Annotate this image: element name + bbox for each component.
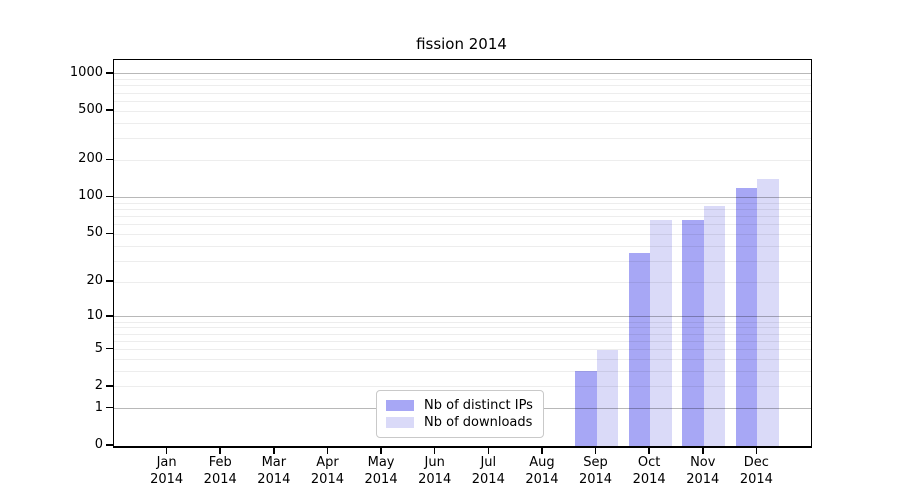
gridline (114, 122, 811, 124)
x-tick-label: Dec 2014 (739, 455, 773, 487)
legend-label-downloads: Nb of downloads (424, 415, 533, 430)
gridline (114, 100, 811, 102)
y-tick-label: 20 (86, 273, 103, 289)
gridline (114, 79, 811, 81)
gridline (114, 245, 811, 247)
gridline (114, 92, 811, 94)
gridline (114, 358, 811, 360)
legend-row-downloads: Nb of downloads (386, 414, 534, 431)
gridline (114, 340, 811, 342)
y-tick-label: 1 (94, 399, 103, 415)
y-axis-tick (106, 232, 113, 234)
bar-distinct-ips-sep (575, 371, 597, 446)
gridline (114, 73, 811, 75)
gridline (114, 202, 811, 204)
gridline (114, 316, 811, 318)
legend: Nb of distinct IPs Nb of downloads (376, 390, 544, 438)
x-axis-tick (433, 447, 436, 454)
y-tick-label: 100 (78, 188, 103, 204)
y-tick-label: 2 (94, 377, 103, 393)
bar-downloads-oct (650, 220, 672, 446)
gridline (114, 138, 811, 140)
x-axis-tick (326, 447, 329, 454)
y-axis-tick (106, 158, 113, 161)
gridline (114, 208, 811, 210)
x-tick-label: May 2014 (364, 455, 398, 487)
x-tick-label: Mar 2014 (257, 455, 291, 487)
x-tick-label: Jun 2014 (418, 455, 452, 487)
gridline (114, 370, 811, 372)
bar-distinct-ips-nov (682, 220, 704, 446)
x-axis-tick (380, 447, 382, 454)
x-axis-tick (273, 447, 275, 454)
gridline (114, 224, 811, 226)
y-axis-tick (106, 347, 113, 350)
y-tick-label: 50 (86, 225, 103, 241)
y-tick-label: 200 (78, 151, 103, 167)
y-axis-tick (106, 444, 113, 446)
x-tick-label: Oct 2014 (632, 455, 666, 487)
gridline (114, 110, 811, 112)
x-axis-tick (487, 447, 490, 454)
x-tick-label: Feb 2014 (203, 455, 237, 487)
y-tick-label: 1000 (69, 64, 103, 80)
y-tick-label: 10 (86, 307, 103, 323)
bar-distinct-ips-oct (628, 253, 651, 446)
y-tick-label: 5 (94, 340, 103, 356)
y-tick-label: 500 (78, 102, 103, 118)
x-tick-label: Apr 2014 (310, 455, 344, 487)
x-axis-tick (702, 447, 704, 454)
y-axis-tick (106, 280, 113, 282)
x-tick-label: Aug 2014 (525, 455, 559, 487)
y-axis-tick (106, 109, 113, 111)
x-tick-label: Sep 2014 (578, 455, 613, 487)
gridline (114, 233, 811, 235)
legend-row-distinct-ips: Nb of distinct IPs (386, 397, 534, 414)
legend-swatch-distinct-ips-icon (386, 400, 414, 411)
x-tick-label: Jan 2014 (150, 455, 184, 487)
x-tick-label: Jul 2014 (471, 455, 505, 487)
gridline (114, 215, 811, 217)
gridline (114, 321, 811, 323)
x-axis-tick (219, 447, 221, 454)
gridline (114, 333, 811, 335)
x-axis-tick (755, 447, 758, 454)
gridline (114, 327, 811, 329)
chart-title: fission 2014 (416, 35, 507, 53)
gridline (114, 386, 811, 388)
plot-area (113, 59, 812, 448)
legend-swatch-downloads-icon (386, 417, 414, 428)
x-axis-tick (594, 447, 597, 454)
gridline (114, 349, 811, 350)
x-axis-tick (541, 447, 543, 454)
gridline (114, 281, 811, 283)
y-axis-tick (106, 315, 113, 317)
bar-downloads-dec (757, 179, 779, 446)
bar-downloads-nov (703, 206, 726, 446)
x-tick-label: Nov 2014 (686, 455, 720, 487)
y-axis-tick (106, 406, 113, 409)
y-axis-tick (106, 385, 113, 387)
x-axis-tick (648, 447, 650, 454)
y-tick-label: 0 (94, 437, 103, 452)
gridline (114, 85, 811, 87)
gridline (114, 196, 811, 198)
y-axis-tick (106, 195, 113, 198)
x-axis-tick (165, 447, 168, 454)
bar-downloads-sep (596, 349, 619, 446)
bar-distinct-ips-dec (735, 187, 758, 446)
y-axis-tick (106, 72, 113, 74)
gridline (114, 260, 811, 262)
legend-label-distinct-ips: Nb of distinct IPs (424, 398, 533, 413)
gridline (114, 159, 811, 161)
